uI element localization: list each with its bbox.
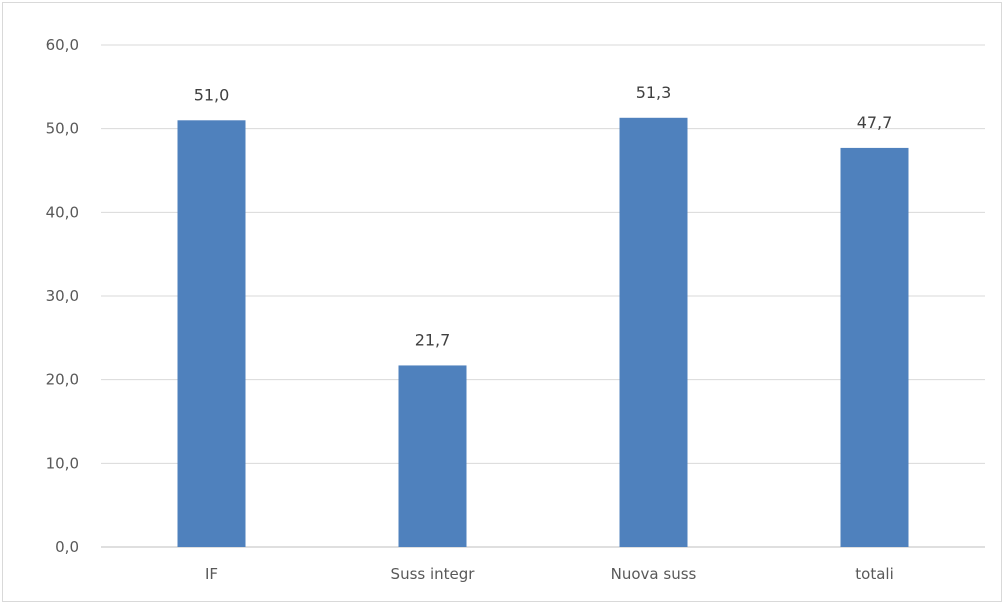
bar — [619, 117, 688, 547]
data-labels: 51,0 21,7 51,3 47,7 — [194, 83, 893, 350]
x-category-label: Nuova suss — [611, 565, 697, 583]
gridlines — [101, 44, 985, 548]
y-tick-label: 20,0 — [46, 371, 79, 389]
y-tick-label: 40,0 — [46, 203, 79, 221]
bar — [398, 365, 467, 547]
y-tick-label: 0,0 — [55, 538, 79, 556]
bars — [177, 117, 909, 548]
data-label: 21,7 — [415, 330, 451, 349]
bar-chart: 0,0 10,0 20,0 30,0 40,0 50,0 60,0 51,0 21,7 51,3… — [46, 36, 985, 583]
x-category-label: totali — [855, 565, 893, 583]
x-category-label: IF — [205, 565, 218, 583]
bar — [840, 147, 909, 547]
data-label: 51,3 — [636, 83, 672, 102]
y-tick-label: 10,0 — [46, 454, 79, 472]
bar — [177, 120, 246, 548]
y-axis-tick-labels: 0,0 10,0 20,0 30,0 40,0 50,0 60,0 — [46, 36, 79, 556]
y-tick-label: 50,0 — [46, 120, 79, 138]
data-label: 51,0 — [194, 85, 230, 104]
data-label: 47,7 — [857, 113, 893, 132]
x-axis-category-labels: IF Suss integr Nuova suss totali — [205, 565, 894, 583]
y-tick-label: 30,0 — [46, 287, 79, 305]
x-category-label: Suss integr — [391, 565, 476, 583]
y-tick-label: 60,0 — [46, 36, 79, 54]
